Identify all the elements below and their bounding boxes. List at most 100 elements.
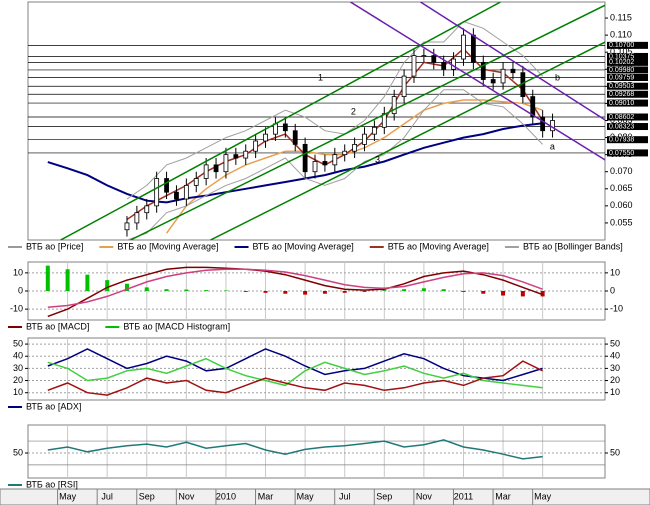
histogram-bar: [382, 290, 387, 291]
candle-body: [164, 178, 169, 193]
candle-body: [282, 123, 288, 132]
candle-body: [174, 191, 179, 200]
y-tick-label: 30: [13, 363, 23, 373]
y-tick-label: -10: [10, 304, 23, 314]
level-box: [607, 52, 648, 60]
level-box: [607, 41, 648, 49]
x-tick-label: Sep: [139, 491, 155, 501]
y-tick-label: 50: [610, 447, 620, 457]
level-box: [607, 149, 648, 157]
histogram-bar: [481, 291, 486, 294]
candle-body: [332, 154, 338, 166]
indicator-line: [47, 360, 543, 396]
y-tick-label: 10: [13, 387, 23, 397]
x-tick-label: Sep: [376, 491, 392, 501]
trendline: [420, 2, 605, 121]
level-label: 0.07550: [609, 150, 634, 157]
candle-body: [273, 123, 278, 135]
x-tick-label: Jul: [339, 491, 351, 501]
candle-body: [154, 178, 160, 207]
histogram-bar: [204, 290, 209, 291]
trendline: [60, 2, 501, 240]
x-axis-band: [0, 488, 650, 505]
level-box: [607, 136, 648, 144]
trendline-label: 3: [375, 154, 380, 164]
legend-label: ВТБ ао [RSI]: [26, 479, 78, 489]
legend-label: ВТБ ао [Price]: [26, 241, 83, 251]
candle-body: [263, 133, 268, 142]
level-box: [607, 90, 648, 98]
y-tick-label: 10: [610, 267, 620, 277]
indicator-line: [47, 268, 543, 309]
candle-body: [391, 96, 397, 115]
candle-body: [223, 154, 229, 173]
histogram-bar: [303, 291, 308, 295]
plot-area: [28, 338, 605, 400]
trendline: [210, 41, 605, 240]
x-tick-label: 2011: [454, 491, 473, 501]
y-tick-label: 40: [13, 351, 23, 361]
histogram-bar: [263, 291, 268, 293]
y-tick-label: 10: [13, 267, 23, 277]
histogram-bar: [520, 291, 525, 297]
level-box: [607, 73, 648, 81]
candle-body: [352, 143, 358, 152]
candle-body: [302, 143, 308, 173]
panel-frame: [27, 1, 606, 241]
candle-body: [124, 222, 130, 231]
y-tick-label: 0: [18, 285, 23, 295]
indicator-line: [47, 266, 543, 318]
candle-body: [470, 34, 476, 63]
candle-body: [411, 55, 417, 77]
level-box: [607, 58, 648, 66]
x-tick-label: Nov: [416, 491, 433, 501]
candle-body: [292, 130, 298, 145]
histogram-bar: [540, 291, 545, 297]
y-tick-label: 0.115: [610, 12, 632, 22]
legend-label: ВТБ ао [ADX]: [26, 401, 81, 411]
legend-label: ВТБ ао [Bollinger Bands]: [523, 241, 623, 251]
level-box: [607, 82, 648, 90]
y-tick-label: 50: [13, 338, 23, 348]
level-label: 0.08323: [609, 123, 634, 130]
candle-body: [183, 184, 189, 200]
y-tick-label: -10: [610, 304, 623, 314]
candle-body: [193, 178, 199, 186]
x-tick-label: Mar: [258, 491, 274, 501]
plot-area: [28, 2, 605, 240]
legend-label: ВТБ ао [MACD]: [26, 321, 89, 331]
panel-frame: [27, 424, 606, 479]
candle-body: [500, 68, 506, 84]
candle-body: [233, 154, 239, 159]
candle-body: [441, 62, 447, 70]
histogram-bar: [362, 291, 367, 292]
candle-body: [530, 96, 536, 118]
candle-body: [203, 164, 209, 179]
legend-label: ВТБ ао [Moving Average]: [117, 241, 218, 251]
x-tick-label: Mar: [495, 491, 511, 501]
trendline-label: 2: [351, 106, 356, 116]
candle-body: [421, 55, 427, 58]
level-label: 0.10700: [609, 42, 634, 49]
moving-average: [47, 122, 543, 204]
histogram-bar: [184, 289, 189, 291]
histogram-bar: [501, 291, 506, 296]
candle-body: [322, 161, 328, 166]
histogram-bar: [105, 280, 110, 291]
y-tick-label: 20: [610, 375, 620, 385]
y-tick-label: 50: [13, 447, 23, 457]
level-box: [607, 66, 648, 74]
candle-body: [243, 150, 249, 159]
level-label: 0.10375: [609, 53, 634, 60]
y-tick-label: 40: [610, 351, 620, 361]
candle-body: [134, 212, 140, 224]
histogram-bar: [164, 289, 169, 291]
candle-body: [431, 55, 437, 63]
histogram-bar: [45, 265, 50, 291]
level-label: 0.08602: [609, 114, 634, 121]
histogram-bar: [441, 289, 446, 291]
legend-label: ВТБ ао [Moving Average]: [388, 241, 489, 251]
candle-body: [342, 150, 348, 156]
candle-body: [371, 126, 377, 135]
candle-body: [362, 133, 367, 145]
